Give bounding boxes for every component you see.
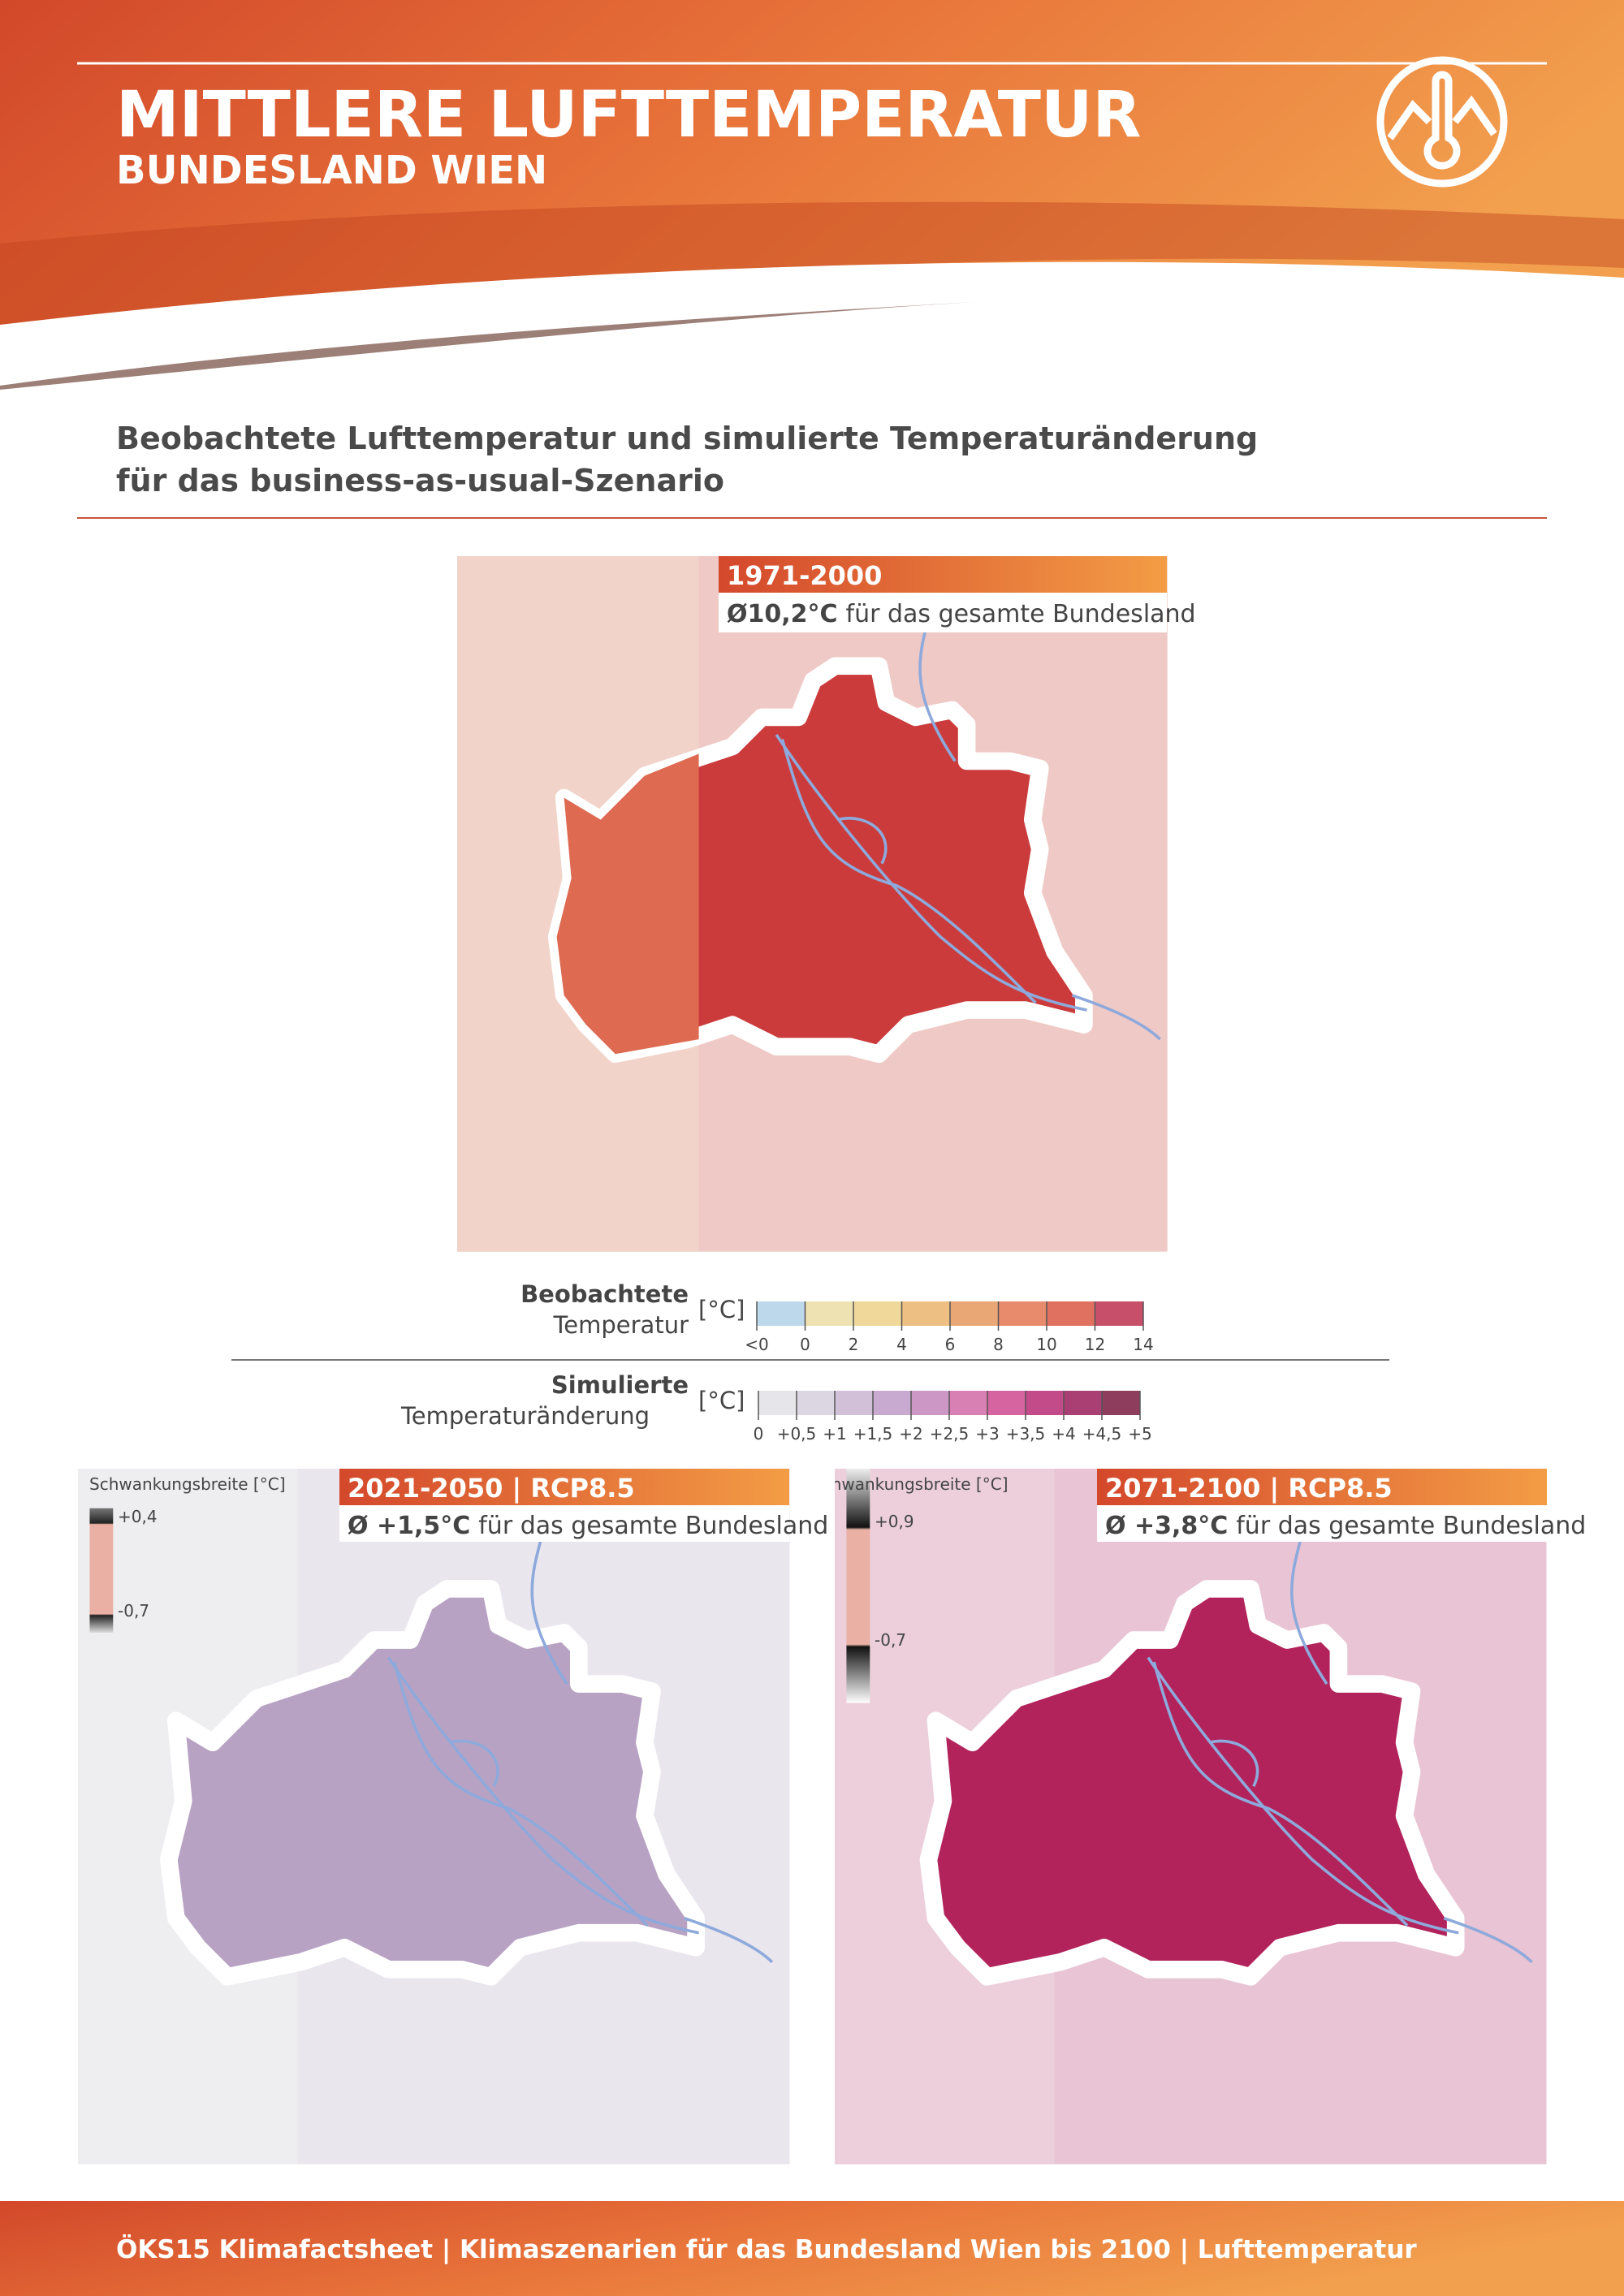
heading: für das business-as-usual-Szenario — [116, 463, 724, 498]
legend-label: 4 — [896, 1335, 907, 1354]
average-line: Ø +1,5°C für das gesamte Bundesland — [348, 1512, 828, 1540]
legend-swatch — [949, 1391, 987, 1415]
legend-label: +5 — [1128, 1424, 1151, 1444]
range-title: Schwankungsbreite [°C] — [812, 1474, 1009, 1494]
legend-swatch — [987, 1391, 1026, 1415]
title: MITTLERE LUFTTEMPERATUR — [116, 79, 1141, 152]
average-line: Ø10,2°C für das gesamte Bundesland — [727, 600, 1196, 628]
legend-label: 8 — [993, 1335, 1004, 1354]
legend-label: <0 — [745, 1335, 768, 1354]
legend-swatch — [950, 1301, 999, 1326]
legend-label: 14 — [1133, 1335, 1153, 1354]
period-label — [719, 556, 1167, 593]
legend-label: 12 — [1085, 1335, 1105, 1354]
legend-label: +4 — [1052, 1424, 1075, 1444]
thermometer-icon — [1376, 56, 1508, 188]
legend-subtitle: Temperaturänderung — [400, 1402, 650, 1430]
legend-label: +2 — [899, 1424, 922, 1444]
range-lower: -0,7 — [118, 1601, 149, 1621]
legend-swatch — [757, 1301, 806, 1326]
heading: Beobachtete Lufttemperatur und simuliert… — [116, 421, 1258, 456]
legend-swatch — [911, 1391, 949, 1415]
legend-label: 0 — [800, 1335, 810, 1354]
average-text: für das gesamte Bundesland — [1236, 1512, 1586, 1540]
legend-label: +1 — [823, 1424, 846, 1444]
average-line: Ø +3,8°C für das gesamte Bundesland — [1105, 1512, 1586, 1540]
legend-unit: [°C] — [698, 1296, 745, 1323]
legend-title: Beobachtete — [520, 1280, 689, 1308]
legend-label: +0,5 — [777, 1424, 817, 1444]
range-title-clip: Schwankungsbreite [°C] — [812, 1474, 1009, 1494]
average: Ø +1,5°C — [348, 1512, 470, 1540]
legend-swatch — [797, 1391, 835, 1415]
legend-label: +4,5 — [1082, 1424, 1122, 1444]
legend-label: +1,5 — [853, 1424, 893, 1444]
legend-swatch — [835, 1391, 873, 1415]
legend-swatch — [853, 1301, 902, 1326]
legend-title: Simulierte — [551, 1371, 689, 1399]
map-observed — [457, 556, 1168, 1252]
legend-swatch — [1095, 1301, 1143, 1326]
legend-swatch — [998, 1301, 1047, 1326]
legend-label: 2 — [849, 1335, 859, 1354]
legends: Beobachtete Temperatur [°C] Simulierte T… — [231, 1280, 1389, 1444]
legend-swatch — [805, 1301, 853, 1326]
range-lower: -0,7 — [875, 1630, 906, 1650]
map-2021-2050 — [78, 1469, 790, 2164]
average-box — [339, 1505, 789, 1542]
average-text: für das gesamte Bundesland — [478, 1512, 828, 1540]
map-2071-2100 — [835, 1469, 1547, 2164]
range-upper: +0,9 — [875, 1512, 914, 1531]
legend-label: +3 — [975, 1424, 999, 1444]
average-box — [1097, 1505, 1547, 1542]
period-label — [1097, 1469, 1547, 1505]
average: Ø +3,8°C — [1105, 1512, 1228, 1540]
period: 1971-2000 — [727, 560, 882, 591]
legend-swatch — [1102, 1391, 1140, 1415]
average-text: für das gesamte Bundesland — [846, 600, 1196, 628]
legend-swatch — [1047, 1301, 1095, 1326]
legend-swatch — [758, 1391, 797, 1415]
footer-background — [0, 2201, 1624, 2296]
subtitle: BUNDESLAND WIEN — [116, 148, 547, 193]
legend-label: 6 — [945, 1335, 956, 1354]
legend-subtitle: Temperatur — [553, 1311, 689, 1339]
period: 2021-2050 | RCP8.5 — [348, 1473, 635, 1504]
legend-swatch — [1026, 1391, 1064, 1415]
legend-label: +2,5 — [930, 1424, 970, 1444]
footer-text: ÖKS15 Klimafactsheet | Klimaszenarien fü… — [116, 2234, 1417, 2264]
legend-label: +3,5 — [1006, 1424, 1046, 1444]
period: 2071-2100 | RCP8.5 — [1105, 1473, 1393, 1504]
legend-label: 10 — [1036, 1335, 1056, 1354]
legend-swatch — [901, 1301, 950, 1326]
range-upper: +0,4 — [118, 1507, 158, 1526]
average-box — [719, 593, 1167, 632]
legend-unit: [°C] — [698, 1387, 745, 1414]
legend-label: 0 — [754, 1424, 764, 1444]
legend-swatch — [873, 1391, 911, 1415]
header-clouds — [0, 201, 1624, 341]
period-label — [339, 1469, 789, 1505]
average: Ø10,2°C — [727, 600, 838, 628]
range-title: Schwankungsbreite [°C] — [89, 1474, 286, 1494]
legend-swatch — [1064, 1391, 1102, 1415]
header-swoosh — [0, 261, 1624, 390]
